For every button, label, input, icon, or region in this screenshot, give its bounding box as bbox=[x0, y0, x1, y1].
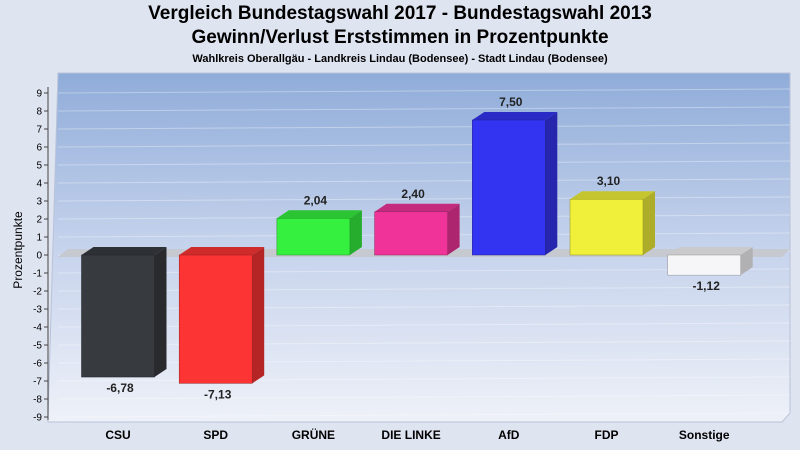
bar-front bbox=[276, 218, 351, 256]
value-labels: -6,78 -7,13 2,04 2,40 7,50 3,10 -1,12 bbox=[106, 95, 720, 401]
y-tick-label: 4 bbox=[36, 179, 42, 190]
gridline bbox=[57, 178, 791, 184]
bar-fdp bbox=[569, 191, 655, 256]
bar-front bbox=[569, 198, 644, 256]
chart-subtitle: Wahlkreis Oberallgäu - Landkreis Lindau … bbox=[192, 53, 608, 65]
bar-side bbox=[154, 247, 167, 378]
bar-side bbox=[545, 112, 558, 255]
bar-front bbox=[81, 254, 155, 378]
bar-top bbox=[374, 203, 460, 212]
y-tick-label: 9 bbox=[36, 89, 42, 100]
bar-top bbox=[667, 247, 753, 255]
bar-side bbox=[740, 247, 753, 276]
bar-side bbox=[643, 191, 655, 255]
value-label: 2,40 bbox=[401, 187, 425, 201]
y-tick-label: -9 bbox=[33, 413, 42, 424]
gridline bbox=[57, 160, 791, 166]
y-tick-label: 0 bbox=[36, 251, 42, 262]
y-axis: 9 8 7 6 5 4 3 2 1 0 -1 -2 -3 -4 -5 -6 -7 -8 -9 bbox=[33, 87, 49, 424]
bar-side bbox=[252, 247, 265, 384]
y-tick-label: 3 bbox=[36, 197, 42, 208]
bar-afd bbox=[472, 112, 558, 256]
y-tick-label: 2 bbox=[36, 215, 42, 226]
bar-side bbox=[447, 203, 460, 255]
x-tick-label: CSU bbox=[105, 428, 130, 442]
bar-sonstige bbox=[667, 247, 753, 276]
value-label: 3,10 bbox=[597, 174, 621, 188]
y-tick-label: -1 bbox=[33, 269, 42, 280]
bar-front bbox=[667, 254, 741, 276]
y-tick-label: -4 bbox=[33, 323, 42, 334]
y-tick-label: -8 bbox=[33, 395, 42, 406]
bar-top bbox=[81, 247, 167, 255]
y-axis-label: Prozentpunkte bbox=[11, 211, 25, 289]
bar-grüne bbox=[276, 210, 362, 256]
y-tick-label: 6 bbox=[36, 143, 42, 154]
x-tick-label: FDP bbox=[595, 428, 619, 442]
bar-die-linke bbox=[374, 203, 460, 256]
gridline bbox=[57, 88, 791, 94]
x-tick-label: Sonstige bbox=[679, 428, 730, 442]
value-label: 7,50 bbox=[499, 95, 523, 109]
x-tick-label: SPD bbox=[203, 428, 228, 442]
chart-title-line2: Gewinn/Verlust Erststimmen in Prozentpun… bbox=[191, 27, 609, 48]
bar-top bbox=[179, 247, 265, 255]
x-tick-label: AfD bbox=[498, 428, 520, 442]
value-label: -6,78 bbox=[106, 381, 134, 395]
y-tick-label: 7 bbox=[36, 125, 42, 136]
gridline bbox=[57, 394, 791, 400]
bar-top bbox=[570, 191, 655, 200]
category-labels: CSU SPD GRÜNE DIE LINKE AfD FDP Sonstige bbox=[105, 427, 730, 442]
value-label: -7,13 bbox=[204, 387, 232, 401]
y-tick-label: 5 bbox=[36, 161, 42, 172]
x-tick-label: DIE LINKE bbox=[381, 428, 440, 442]
gridline bbox=[57, 106, 791, 112]
bar-top bbox=[276, 210, 362, 219]
gridline bbox=[57, 142, 791, 148]
bar-spd bbox=[178, 247, 265, 384]
y-tick-label: -5 bbox=[33, 341, 42, 352]
bar-csu bbox=[81, 247, 167, 378]
y-tick-label: 1 bbox=[36, 233, 42, 244]
bar-side bbox=[349, 210, 362, 255]
gridline bbox=[57, 196, 791, 202]
gridline bbox=[57, 412, 791, 418]
bars bbox=[81, 112, 753, 384]
x-tick-label: GRÜNE bbox=[292, 427, 335, 442]
bar-top bbox=[472, 112, 558, 120]
y-tick-label: -7 bbox=[33, 377, 42, 388]
gridline bbox=[57, 124, 791, 130]
y-tick-label: 8 bbox=[36, 107, 42, 118]
y-tick-label: -2 bbox=[33, 287, 42, 298]
chart-title-line1: Vergleich Bundestagswahl 2017 - Bundesta… bbox=[148, 3, 652, 24]
value-label: -1,12 bbox=[693, 279, 721, 293]
bar-front bbox=[374, 211, 448, 256]
y-tick-label: -3 bbox=[33, 305, 42, 316]
bar-front bbox=[472, 119, 546, 256]
value-label: 2,04 bbox=[304, 193, 328, 207]
bar-front bbox=[178, 254, 253, 384]
y-tick-label: -6 bbox=[33, 359, 42, 370]
